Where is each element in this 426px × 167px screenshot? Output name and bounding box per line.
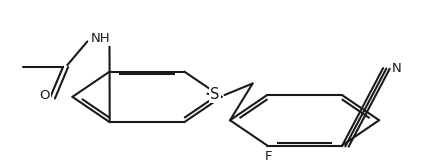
Text: O: O xyxy=(40,89,50,102)
Text: NH: NH xyxy=(90,32,110,45)
Text: S: S xyxy=(210,87,220,102)
Text: N: N xyxy=(392,62,402,75)
Text: F: F xyxy=(265,150,272,163)
